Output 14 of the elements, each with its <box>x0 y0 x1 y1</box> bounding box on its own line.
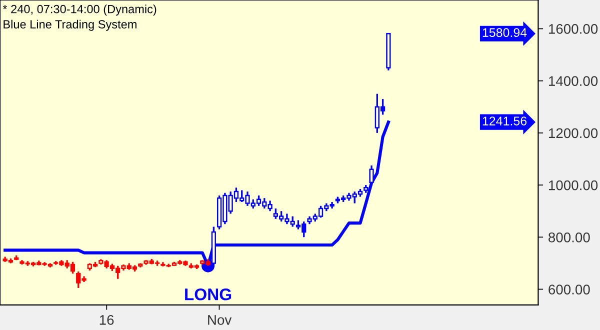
text: Blue Line Trading System <box>4 20 136 31</box>
y-tick-label: 1400.00 <box>548 76 598 86</box>
x-tick-label: Nov <box>208 315 232 325</box>
chart-title: * 240, 07:30-14:00 (Dynamic) <box>2 4 156 16</box>
text: 1580.94 <box>482 28 527 37</box>
y-tick-label: 800.00 <box>548 232 590 242</box>
y-tick-label: 600.00 <box>548 284 590 294</box>
y-tick-label: 1000.00 <box>548 180 598 190</box>
annotation: LONG <box>185 288 232 300</box>
y-tick-label: 1600.00 <box>548 24 598 34</box>
y-tick-label: 1200.00 <box>548 128 598 138</box>
candlestick <box>369 164 374 186</box>
text: 1241.56 <box>482 116 527 126</box>
x-tick-label: 16 <box>100 315 114 325</box>
